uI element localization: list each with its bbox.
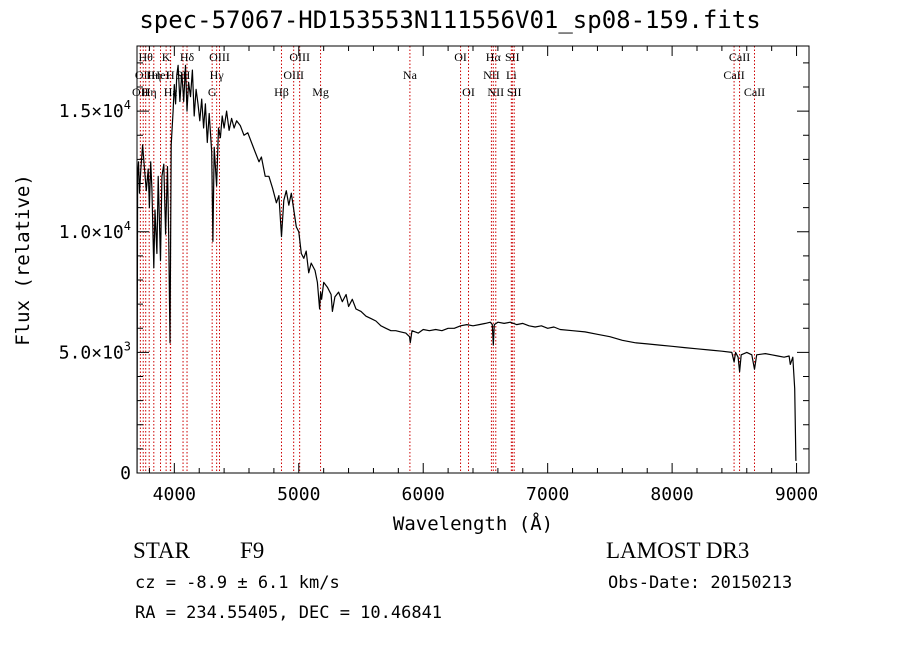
survey-name: LAMOST DR3 <box>606 538 750 563</box>
redshift-velocity: cz = -8.9 ± 6.1 km/s <box>135 573 340 593</box>
line-marker-label: Hη <box>146 68 161 82</box>
x-axis-label: Wavelength (Å) <box>393 512 553 535</box>
line-marker-label: OIII <box>289 50 310 64</box>
line-marker-label: Na <box>403 68 418 82</box>
plot-frame <box>136 45 810 474</box>
line-marker-label: K <box>162 50 171 64</box>
x-tick-label: 6000 <box>402 484 445 505</box>
line-marker-label: CaII <box>723 68 744 82</box>
line-marker-label: OII <box>135 68 152 82</box>
y-tick-label: 1.5×104 <box>59 98 131 122</box>
x-tick-label: 7000 <box>526 484 569 505</box>
x-axis-ticks: 4000 5000 6000 7000 8000 9000 <box>148 46 818 505</box>
line-marker-label: Hθ <box>139 50 154 64</box>
y-tick-label: 5.0×103 <box>59 339 131 363</box>
line-marker-label: CaII <box>744 85 765 99</box>
line-marker-label: Hδ <box>180 50 195 64</box>
spectrum-line-0 <box>137 64 797 473</box>
page-title: spec-57067-HD153553N111556V01_sp08-159.f… <box>139 6 761 34</box>
x-tick-label: 4000 <box>153 484 196 505</box>
observation-date: Obs-Date: 20150213 <box>608 573 793 593</box>
y-tick-label: 1.0×104 <box>59 219 131 243</box>
line-marker-label: Hβ <box>274 85 289 99</box>
line-marker-label: Li <box>506 68 517 82</box>
line-marker-label: OIII <box>209 50 230 64</box>
line-marker-label: NII <box>487 85 504 99</box>
line-marker-label: OI <box>462 85 475 99</box>
x-tick-label: 5000 <box>277 484 320 505</box>
line-marker-label: OIII <box>283 68 304 82</box>
line-marker-label: SII <box>507 85 522 99</box>
line-marker-label: OII <box>132 85 149 99</box>
line-marker-label: Hα <box>486 50 502 64</box>
line-marker-label: Hη <box>142 85 157 99</box>
line-marker-label: Mg <box>312 85 329 99</box>
object-class: STAR <box>133 538 190 563</box>
x-tick-label: 8000 <box>650 484 693 505</box>
line-marker-label: SII <box>505 50 520 64</box>
y-axis-ticks: 0 5.0×103 1.0×104 1.5×104 <box>59 62 809 484</box>
y-axis-label: Flux (relative) <box>12 174 34 346</box>
coordinates: RA = 234.55405, DEC = 10.46841 <box>135 603 443 623</box>
emission-line-markers: OIIOIIHθHηHηHeIKHHεSIIHδGHγOIIIHβOIIIOII… <box>132 46 765 473</box>
line-marker-label: OI <box>454 50 467 64</box>
line-marker-label: NII <box>483 68 500 82</box>
y-tick-label: 0 <box>120 463 131 484</box>
spectrum-series <box>137 64 797 473</box>
line-marker-label: Hγ <box>210 68 225 82</box>
line-marker-label: HeI <box>152 68 170 82</box>
object-subclass: F9 <box>240 538 265 563</box>
line-marker-label: G <box>208 85 217 99</box>
x-tick-label: 9000 <box>775 484 818 505</box>
line-marker-label: CaII <box>729 50 750 64</box>
